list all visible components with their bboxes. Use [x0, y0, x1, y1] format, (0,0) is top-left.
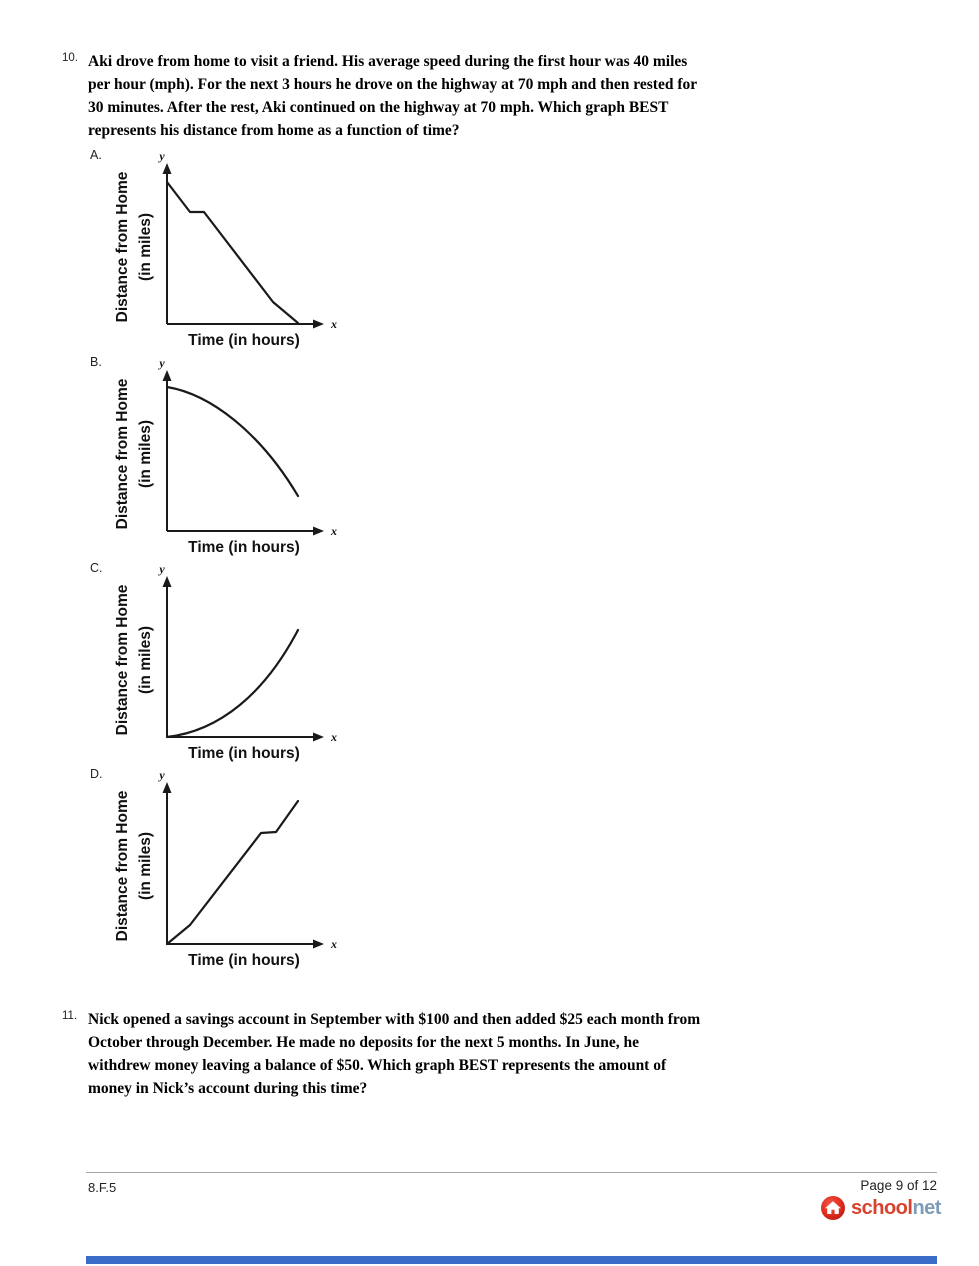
- y-axis-label-line2: (in miles): [137, 832, 154, 900]
- answer-option-b: B. Distance from Home (in miles) y x Tim…: [88, 353, 368, 558]
- option-a-curve: [165, 180, 300, 325]
- x-axis-arrow-icon: [313, 732, 324, 742]
- question-11-line-3: withdrew money leaving a balance of $50.…: [88, 1057, 667, 1074]
- question-11-text: Nick opened a savings account in Septemb…: [88, 1008, 808, 1100]
- bottom-blue-bar: [86, 1256, 937, 1264]
- question-10-text: Aki drove from home to visit a friend. H…: [88, 50, 808, 142]
- home-icon: [821, 1196, 845, 1220]
- question-10-line-2: per hour (mph). For the next 3 hours he …: [88, 76, 698, 93]
- x-variable: x: [330, 937, 337, 951]
- question-10-line-3: 30 minutes. After the rest, Aki continue…: [88, 99, 669, 116]
- y-variable: y: [157, 150, 165, 163]
- y-axis-label-line1: Distance from Home: [114, 790, 131, 941]
- question-11-line-4: money in Nick’s account during this time…: [88, 1080, 368, 1097]
- option-c-letter: C.: [90, 561, 103, 575]
- option-b-letter: B.: [90, 355, 102, 369]
- question-11-line-2: October through December. He made no dep…: [88, 1034, 639, 1051]
- option-b-graph: Distance from Home (in miles) y x Time (…: [114, 357, 337, 556]
- answer-option-a: A. Distance from Home (in miles) y x Tim…: [88, 146, 368, 351]
- brand-wordmark: schoolnet: [851, 1197, 941, 1220]
- option-c-graph: Distance from Home (in miles) y x Time (…: [114, 563, 337, 762]
- question-11-number: 11.: [62, 1010, 78, 1022]
- x-axis-arrow-icon: [313, 319, 324, 329]
- standard-code: 8.F.5: [88, 1180, 117, 1195]
- answer-option-c: C. Distance from Home (in miles) y x Tim…: [88, 559, 368, 764]
- option-d-letter: D.: [90, 767, 103, 781]
- brand-school: school: [851, 1196, 913, 1219]
- x-axis-label: Time (in hours): [188, 952, 300, 969]
- option-c-curve: [165, 628, 300, 739]
- option-a-graph: Distance from Home (in miles) y x Time (…: [114, 150, 337, 349]
- option-b-curve: [165, 385, 300, 498]
- option-d-graph: Distance from Home (in miles) y x Time (…: [114, 769, 337, 969]
- y-axis-label-line1: Distance from Home: [114, 378, 131, 529]
- x-variable: x: [330, 524, 337, 538]
- y-variable: y: [157, 769, 165, 782]
- option-a-letter: A.: [90, 148, 102, 162]
- x-axis-label: Time (in hours): [188, 745, 300, 762]
- schoolnet-logo: schoolnet: [820, 1195, 941, 1221]
- question-10-line-4: represents his distance from home as a f…: [88, 122, 460, 139]
- y-variable: y: [157, 563, 165, 576]
- y-axis-arrow-icon: [162, 576, 172, 587]
- footer-divider: [86, 1172, 937, 1173]
- question-11-line-1: Nick opened a savings account in Septemb…: [88, 1011, 701, 1028]
- page-number: Page 9 of 12: [860, 1178, 937, 1193]
- y-axis-arrow-icon: [162, 370, 172, 381]
- brand-net: net: [912, 1196, 941, 1219]
- x-axis-label: Time (in hours): [188, 332, 300, 349]
- question-10-line-1: Aki drove from home to visit a friend. H…: [88, 53, 688, 70]
- y-axis-arrow-icon: [162, 782, 172, 793]
- option-d-curve: [165, 799, 300, 946]
- answer-option-d: D. Distance from Home (in miles) y x Tim…: [88, 765, 368, 970]
- x-variable: x: [330, 317, 337, 331]
- y-axis-label-line2: (in miles): [137, 626, 154, 694]
- y-axis-label-line1: Distance from Home: [114, 171, 131, 322]
- x-variable: x: [330, 730, 337, 744]
- y-variable: y: [157, 357, 165, 370]
- question-10-number: 10.: [62, 52, 78, 64]
- y-axis-arrow-icon: [162, 163, 172, 174]
- y-axis-label-line1: Distance from Home: [114, 584, 131, 735]
- x-axis-arrow-icon: [313, 939, 324, 949]
- y-axis-label-line2: (in miles): [137, 420, 154, 488]
- x-axis-arrow-icon: [313, 526, 324, 536]
- y-axis-label-line2: (in miles): [137, 213, 154, 281]
- x-axis-label: Time (in hours): [188, 539, 300, 556]
